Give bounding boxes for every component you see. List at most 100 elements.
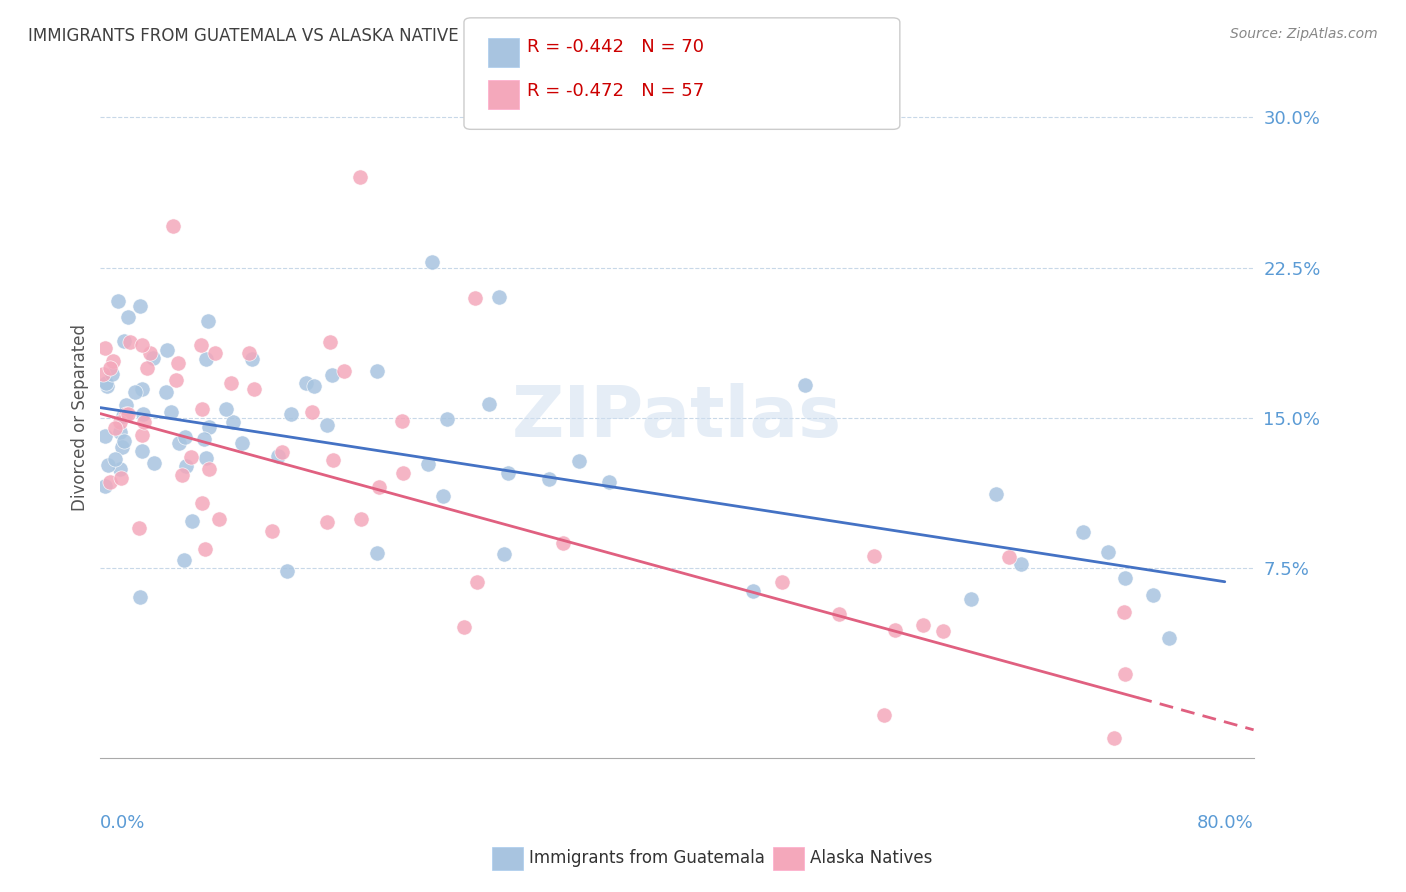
Point — [349, 170, 371, 185]
Point — [219, 376, 242, 390]
Point — [174, 430, 197, 444]
Point — [986, 487, 1008, 501]
Point — [101, 353, 124, 368]
Point — [128, 521, 150, 535]
Point — [117, 407, 139, 421]
Point — [242, 382, 264, 396]
Point — [93, 429, 115, 443]
Point — [96, 378, 118, 392]
Point — [135, 360, 157, 375]
Point — [112, 434, 135, 448]
Point — [770, 575, 793, 590]
Point — [93, 479, 115, 493]
Point — [538, 472, 561, 486]
Point — [94, 376, 117, 391]
Point — [883, 624, 905, 638]
Point — [333, 364, 356, 378]
Point — [1159, 631, 1181, 645]
Point — [488, 290, 510, 304]
Point — [194, 351, 217, 366]
Point — [260, 524, 283, 538]
Point — [465, 574, 488, 589]
Point — [998, 549, 1021, 564]
Point — [173, 553, 195, 567]
Text: 0.0%: 0.0% — [100, 814, 146, 832]
Point — [453, 620, 475, 634]
Point — [1097, 545, 1119, 559]
Point — [120, 335, 142, 350]
Point — [97, 458, 120, 473]
Point — [172, 468, 194, 483]
Point — [193, 432, 215, 446]
Point — [180, 514, 202, 528]
Point — [115, 407, 138, 421]
Point — [197, 314, 219, 328]
Y-axis label: Divorced or Separated: Divorced or Separated — [72, 324, 89, 511]
Point — [494, 547, 516, 561]
Text: IMMIGRANTS FROM GUATEMALA VS ALASKA NATIVE DIVORCED OR SEPARATED CORRELATION CHA: IMMIGRANTS FROM GUATEMALA VS ALASKA NATI… — [28, 27, 868, 45]
Point — [367, 480, 389, 494]
Point — [117, 310, 139, 324]
Point — [91, 367, 114, 381]
Point — [98, 475, 121, 490]
Point — [143, 457, 166, 471]
Point — [295, 376, 318, 390]
Point — [115, 398, 138, 412]
Point — [108, 462, 131, 476]
Point — [194, 542, 217, 557]
Point — [166, 374, 188, 388]
Text: R = -0.442   N = 70: R = -0.442 N = 70 — [527, 38, 704, 56]
Point — [142, 351, 165, 366]
Point — [1142, 588, 1164, 602]
Point — [195, 450, 218, 465]
Point — [204, 346, 226, 360]
Point — [110, 471, 132, 485]
Point — [138, 346, 160, 360]
Point — [464, 291, 486, 305]
Point — [162, 219, 184, 233]
Point — [93, 341, 115, 355]
Point — [129, 299, 152, 313]
Point — [1114, 667, 1136, 681]
Point — [872, 708, 894, 723]
Point — [598, 475, 620, 490]
Point — [276, 564, 298, 578]
Point — [418, 457, 440, 471]
Point — [156, 343, 179, 358]
Point — [108, 415, 131, 429]
Point — [568, 454, 591, 468]
Point — [198, 462, 221, 476]
Point — [432, 489, 454, 503]
Text: Immigrants from Guatemala: Immigrants from Guatemala — [529, 849, 765, 867]
Point — [238, 346, 260, 360]
Point — [208, 512, 231, 526]
Point — [214, 401, 236, 416]
Point — [392, 467, 415, 481]
Point — [132, 415, 155, 429]
Point — [129, 591, 152, 605]
Point — [1071, 525, 1094, 540]
Point — [231, 435, 253, 450]
Point — [1102, 731, 1125, 745]
Point — [321, 368, 343, 383]
Point — [131, 382, 153, 396]
Point — [132, 407, 155, 421]
Point — [267, 449, 290, 463]
Point — [190, 402, 212, 417]
Point — [553, 536, 575, 550]
Text: Alaska Natives: Alaska Natives — [810, 849, 932, 867]
Point — [319, 335, 342, 350]
Text: R = -0.472   N = 57: R = -0.472 N = 57 — [527, 82, 704, 100]
Point — [366, 546, 388, 560]
Point — [1114, 571, 1136, 585]
Point — [793, 378, 815, 392]
Point — [496, 467, 519, 481]
Text: ZIPatlas: ZIPatlas — [512, 384, 842, 452]
Point — [280, 407, 302, 421]
Point — [742, 584, 765, 599]
Point — [222, 415, 245, 429]
Point — [167, 435, 190, 450]
Point — [316, 515, 339, 529]
Point — [131, 337, 153, 351]
Point — [155, 385, 177, 400]
